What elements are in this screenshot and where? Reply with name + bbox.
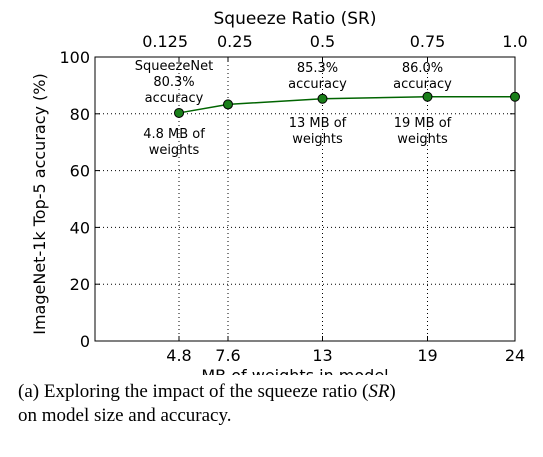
annotation-line: 85.3% [297, 61, 338, 76]
top-tick-label: 0.5 [310, 32, 335, 51]
x-tick-label: 13 [312, 346, 332, 365]
y-tick-label: 0 [80, 332, 90, 351]
top-axis-label: Squeeze Ratio (SR) [214, 9, 377, 29]
x-axis-label: MB of weights in model [201, 366, 388, 375]
top-tick-label: 0.125 [142, 32, 188, 51]
data-point [174, 107, 184, 118]
annotation-line: accuracy [145, 91, 204, 106]
data-series [174, 91, 520, 118]
top-tick-label: 1.0 [502, 32, 527, 51]
annotation-line: weights [149, 143, 200, 158]
annotation-line: SqueezeNet [135, 59, 213, 74]
y-tick-label: 40 [70, 218, 90, 237]
y-tick-label: 20 [70, 275, 90, 294]
caption-suffix: ) [389, 381, 396, 402]
annotation-line: 13 MB of [289, 116, 347, 131]
top-tick-label: 0.25 [217, 32, 253, 51]
data-point [510, 91, 520, 102]
data-point [422, 91, 433, 102]
annotation-line: 80.3% [153, 75, 194, 90]
data-point [317, 93, 328, 104]
x-tick-label: 7.6 [215, 346, 240, 365]
annotation-85-3-accuracy: 85.3% accuracy [288, 61, 347, 92]
axis-ticks: 0 20 40 60 80 100 4.8 7.6 13 19 24 0.125 0.25 0.5 0.75… [59, 32, 527, 365]
figure-caption: (a) Exploring the impact of the squeeze … [18, 380, 533, 428]
annotation-line: 4.8 MB of [143, 127, 205, 142]
x-tick-label: 19 [417, 346, 437, 365]
y-tick-label: 60 [70, 162, 90, 181]
y-tick-label: 80 [70, 105, 90, 124]
annotation-line: weights [397, 132, 448, 147]
annotation-4-8mb-weights: 4.8 MB of weights [143, 127, 205, 158]
annotation-86-0-accuracy: 86.0% accuracy [393, 61, 452, 92]
caption-prefix: (a) Exploring the impact of the squeeze … [18, 381, 369, 402]
annotation-line: 86.0% [402, 61, 443, 76]
plot-frame [94, 56, 516, 342]
annotation-line: 19 MB of [394, 116, 452, 131]
squeeze-ratio-chart: 0 20 40 60 80 100 4.8 7.6 13 19 24 0.125 0.25 0.5 0.75… [30, 9, 528, 375]
annotation-19mb-weights: 19 MB of weights [394, 116, 452, 147]
y-tick-label: 100 [59, 48, 90, 67]
data-point [223, 99, 233, 110]
annotation-line: weights [292, 132, 343, 147]
x-tick-label: 4.8 [166, 346, 191, 365]
annotation-13mb-weights: 13 MB of weights [289, 116, 347, 147]
caption-line2: on model size and accuracy. [18, 405, 232, 426]
annotation-line: accuracy [393, 77, 452, 92]
caption-symbol: SR [368, 381, 390, 402]
y-axis-label: ImageNet-1k Top-5 accuracy (%) [30, 73, 49, 335]
annotation-line: accuracy [288, 77, 347, 92]
annotation-squeezenet-accuracy: SqueezeNet 80.3% accuracy [135, 59, 213, 106]
grid-lines [95, 57, 515, 341]
top-tick-label: 0.75 [410, 32, 446, 51]
x-tick-label: 24 [505, 346, 525, 365]
